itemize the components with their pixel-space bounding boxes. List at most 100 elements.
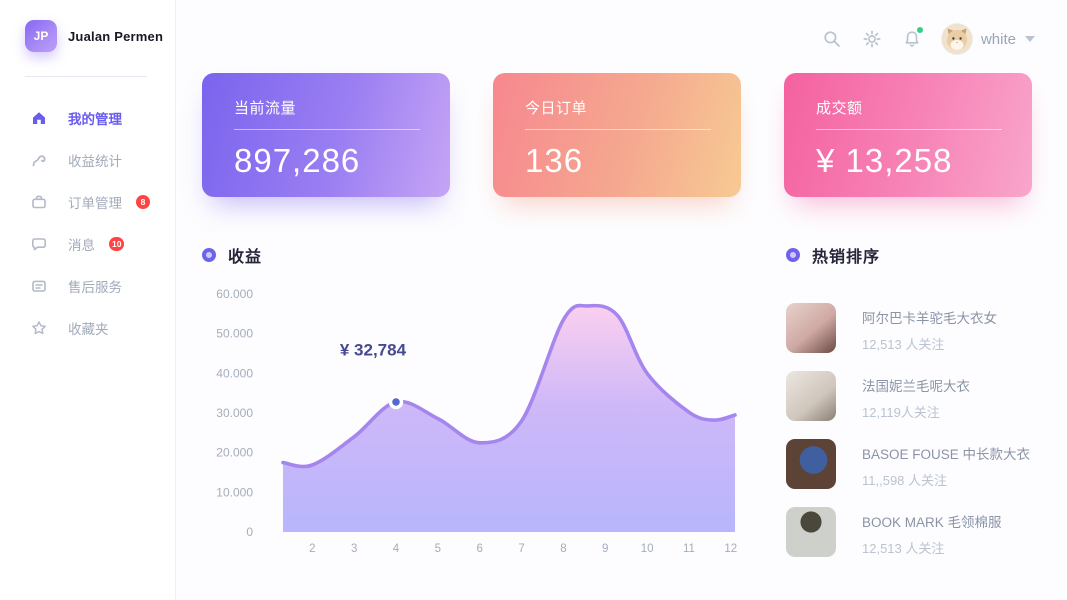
header-actions: white (822, 24, 1035, 54)
hot-list: 阿尔巴卡羊驼毛大衣女 12,513 人关注 法国妮兰毛呢大衣 12,119人关注… (786, 303, 1048, 557)
x-tick-label: 4 (393, 543, 400, 555)
sidebar-item-after-sales[interactable]: 售后服务 (0, 265, 175, 307)
y-tick-label: 20.000 (216, 446, 253, 460)
y-tick-label: 10.000 (216, 485, 253, 499)
sidebar-item-label: 订单管理 (68, 196, 122, 211)
data-point-marker (388, 394, 404, 410)
product-name: 法国妮兰毛呢大衣 (862, 379, 970, 394)
sidebar-item-messages[interactable]: 消息 10 (0, 223, 175, 265)
user-menu[interactable]: white (941, 24, 1035, 54)
bell-icon[interactable] (902, 27, 923, 49)
stat-title: 当前流量 (234, 100, 297, 117)
product-thumbnail (786, 371, 836, 421)
product-followers: 11,,598 人关注 (862, 473, 948, 488)
trend-icon (30, 151, 48, 169)
x-tick-label: 6 (477, 543, 483, 555)
product-texts: BASOE FOUSE 中长款大衣 11,,598 人关注 (862, 439, 1030, 489)
stat-value: 136 (525, 142, 584, 179)
star-icon (30, 319, 48, 337)
sidebar-item-order-management[interactable]: 订单管理 8 (0, 181, 175, 223)
stat-cards: 当前流量 897,286 今日订单 136 成交额 ¥ 13,258 (202, 73, 1032, 197)
y-tick-label: 50.000 (216, 327, 253, 341)
revenue-chart-wrap: 60.000 50.000 40.000 30.000 20.000 10.000 0 2 3 4… (202, 269, 762, 569)
hot-list-item[interactable]: BASOE FOUSE 中长款大衣 11,,598 人关注 (786, 439, 1048, 489)
stat-underline (816, 129, 1002, 130)
product-thumbnail (786, 507, 836, 557)
order-badge: 8 (136, 195, 150, 209)
y-tick-label: 0 (246, 525, 253, 539)
area-line (281, 303, 737, 469)
username: white (980, 30, 1016, 48)
chevron-down-icon (1025, 36, 1035, 42)
hot-ranking-header: 热销排序 (786, 243, 1048, 267)
briefcase-icon (30, 193, 48, 211)
sidebar-divider (25, 76, 147, 77)
brand-name: Jualan Permen (68, 28, 164, 44)
product-thumbnail (786, 439, 836, 489)
service-card-icon (30, 277, 48, 295)
y-tick-label: 60.000 (216, 287, 253, 301)
product-texts: BOOK MARK 毛领棉服 12,513 人关注 (862, 507, 1002, 557)
stat-title: 成交额 (816, 100, 863, 117)
y-tick-label: 30.000 (216, 406, 253, 420)
hot-list-item[interactable]: 阿尔巴卡羊驼毛大衣女 12,513 人关注 (786, 303, 1048, 353)
messages-badge: 10 (109, 237, 125, 251)
avatar (941, 24, 972, 54)
x-tick-label: 3 (351, 543, 357, 555)
sidebar-nav: 我的管理 收益统计 订单管理 8 消息 10 (0, 97, 175, 349)
sidebar-item-my-management[interactable]: 我的管理 (0, 97, 175, 139)
y-tick-label: 40.000 (216, 366, 253, 380)
sidebar-item-revenue-stats[interactable]: 收益统计 (0, 139, 175, 181)
stat-card-orders: 今日订单 136 (493, 73, 741, 197)
x-tick-label: 7 (518, 543, 524, 555)
x-tick-label: 11 (683, 543, 695, 555)
notification-dot (916, 27, 923, 33)
x-tick-label: 2 (309, 543, 315, 555)
x-tick-label: 12 (724, 543, 737, 555)
home-icon (30, 109, 48, 127)
product-thumbnail (786, 303, 836, 353)
sidebar-item-label: 我的管理 (68, 112, 122, 127)
hot-ranking-title: 热销排序 (812, 249, 881, 266)
x-tick-label: 9 (602, 543, 608, 555)
stat-title: 今日订单 (525, 100, 588, 117)
product-texts: 法国妮兰毛呢大衣 12,119人关注 (862, 371, 970, 421)
product-texts: 阿尔巴卡羊驼毛大衣女 12,513 人关注 (862, 303, 997, 353)
hot-list-item[interactable]: 法国妮兰毛呢大衣 12,119人关注 (786, 371, 1048, 421)
sidebar-item-label: 收益统计 (68, 154, 122, 169)
chat-icon (30, 235, 48, 253)
main-content: white 当前流量 897,286 今日订单 136 成交额 ¥ 13,258 (176, 0, 1067, 600)
stat-card-turnover: 成交额 ¥ 13,258 (784, 73, 1032, 197)
logo-badge: JP (25, 20, 57, 52)
stat-underline (234, 129, 420, 130)
hot-list-item[interactable]: BOOK MARK 毛领棉服 12,513 人关注 (786, 507, 1048, 557)
revenue-section: 收益 60.000 50.000 40.000 30.000 20.000 10.000 0… (202, 243, 762, 569)
revenue-title: 收益 (228, 249, 263, 266)
product-followers: 12,513 人关注 (862, 337, 945, 352)
revenue-header: 收益 (202, 243, 762, 267)
sidebar-item-label: 收藏夹 (68, 322, 109, 337)
marker-value-label: ¥ 32,784 (340, 340, 407, 359)
stat-value: 897,286 (234, 142, 361, 179)
product-followers: 12,513 人关注 (862, 541, 945, 556)
product-name: BASOE FOUSE 中长款大衣 (862, 447, 1031, 462)
sidebar: JP Jualan Permen 我的管理 收益统计 订单管理 (0, 0, 176, 600)
gear-icon[interactable] (862, 29, 882, 49)
ring-icon (202, 248, 216, 262)
hot-ranking-section: 热销排序 阿尔巴卡羊驼毛大衣女 12,513 人关注 法国妮兰毛呢大衣 12,1… (786, 243, 1048, 575)
product-followers: 12,119人关注 (862, 405, 940, 420)
brand-logo[interactable]: JP Jualan Permen (25, 20, 175, 52)
x-tick-label: 5 (435, 543, 441, 555)
x-tick-label: 8 (560, 543, 566, 555)
search-icon[interactable] (822, 29, 842, 49)
product-name: 阿尔巴卡羊驼毛大衣女 (862, 311, 997, 326)
product-name: BOOK MARK 毛领棉服 (862, 515, 1002, 530)
ring-icon (786, 248, 800, 262)
revenue-area-chart: 60.000 50.000 40.000 30.000 20.000 10.000 0 2 3 4… (216, 287, 737, 555)
sidebar-item-label: 消息 (68, 238, 95, 253)
stat-underline (525, 129, 711, 130)
sidebar-item-favorites[interactable]: 收藏夹 (0, 307, 175, 349)
stat-card-traffic: 当前流量 897,286 (202, 73, 450, 197)
sidebar-item-label: 售后服务 (68, 280, 122, 295)
